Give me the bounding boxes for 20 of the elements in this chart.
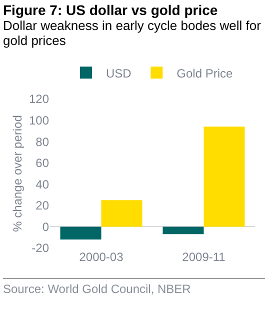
legend-label: USD: [106, 66, 132, 80]
y-tick-label: 20: [36, 198, 50, 213]
bar: [204, 126, 245, 227]
chart-subtitle: Dollar weakness in early cycle bodes well for gold prices: [3, 18, 262, 48]
x-tick-label: 2009-11: [182, 250, 226, 264]
x-tick-label: 2000-03: [79, 250, 124, 264]
source-note: Source: World Gold Council, NBER: [3, 278, 265, 296]
y-tick-label: 0: [42, 220, 50, 234]
y-axis-title: % change over period: [10, 115, 24, 232]
y-tick-label: 60: [36, 156, 50, 170]
y-tick-label: 120: [28, 92, 50, 106]
y-tick-label: 40: [36, 177, 50, 192]
bar: [101, 200, 142, 227]
y-tick-label: -20: [32, 241, 50, 256]
bar: [162, 226, 204, 234]
bar: [60, 226, 102, 240]
legend-label: Gold Price: [176, 66, 234, 80]
y-tick-label: 80: [36, 134, 50, 149]
y-tick-label: 100: [28, 113, 50, 128]
chart-title: Figure 7: US dollar vs gold price: [3, 2, 219, 18]
